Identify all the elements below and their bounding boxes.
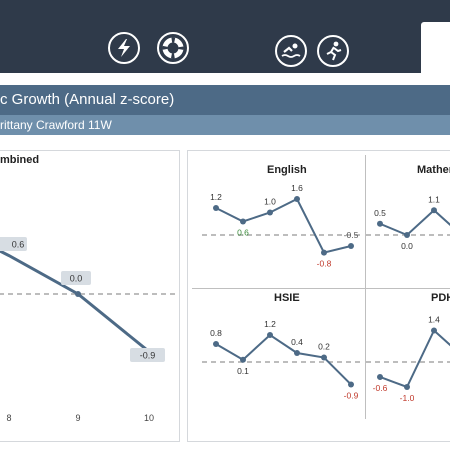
x-tick-label: 10 [144, 413, 154, 423]
combined-line-chart: 0.6 0.0 -0.9 8 9 10 [0, 237, 179, 423]
x-tick-label: 9 [75, 413, 80, 423]
top-navigation-bar [0, 0, 450, 73]
lightning-icon[interactable] [108, 32, 140, 64]
data-label: 0.6 [237, 228, 249, 238]
data-label: 1.2 [264, 319, 276, 329]
data-label: 1.1 [428, 194, 440, 204]
data-point [404, 384, 410, 390]
subject-charts-group: 1.2 0.6 1.0 1.6 -0.8 -0.5 0.5 0.0 1.1 0.8 0.1 1.2 0.… [202, 183, 450, 403]
chart-title: mbined [0, 154, 40, 166]
chart-title: HSIE [274, 292, 300, 304]
series-line [379, 208, 450, 237]
data-label: 0.0 [70, 274, 83, 284]
data-point [431, 207, 437, 214]
data-point [267, 332, 273, 338]
data-point [321, 354, 327, 361]
data-label: 0.5 [374, 208, 386, 218]
data-label: 1.4 [428, 315, 440, 325]
data-point [294, 196, 300, 202]
subject-charts-panel: English Mather HSIE PDH 1.2 0.6 1.0 1.6 -0.8… [187, 150, 450, 442]
data-label: -0.9 [140, 351, 156, 361]
data-label: 0.1 [237, 366, 249, 376]
data-label: -0.8 [317, 259, 332, 269]
series-line [215, 197, 352, 254]
data-label-box [61, 271, 91, 285]
data-label: 0.0 [401, 241, 413, 251]
data-point [348, 243, 354, 249]
data-point [240, 218, 246, 225]
data-label: -0.9 [344, 391, 359, 401]
data-point [348, 381, 354, 388]
data-label: 1.2 [210, 192, 222, 202]
data-point [377, 220, 383, 227]
running-icon[interactable] [317, 35, 349, 67]
data-label: 1.6 [291, 183, 303, 193]
data-point [240, 356, 246, 363]
data-label: 0.8 [210, 328, 222, 338]
data-label: -0.5 [344, 230, 359, 240]
data-label: 0.6 [12, 240, 25, 250]
data-point [267, 209, 273, 216]
data-point [431, 327, 437, 334]
combined-chart-panel: mbined 0.6 0.0 -0.9 8 9 10 [0, 150, 180, 442]
swimming-icon[interactable] [275, 35, 307, 67]
data-point [213, 341, 219, 347]
data-point [404, 232, 410, 238]
data-label-box [130, 348, 165, 362]
series-line [215, 333, 352, 386]
data-label: -1.0 [400, 393, 415, 403]
data-label: -0.6 [373, 383, 388, 393]
horizontal-divider [192, 288, 450, 289]
data-label: 0.4 [291, 337, 303, 347]
chart-title: English [267, 164, 307, 176]
data-point [75, 291, 81, 297]
data-label: 0.2 [318, 342, 330, 352]
data-label-box [0, 237, 27, 251]
data-point [377, 374, 383, 380]
x-tick-label: 8 [6, 413, 11, 423]
chart-title: Mather [417, 164, 450, 176]
series-line [0, 249, 150, 353]
subject-line-charts: 1.2 0.6 1.0 1.6 -0.8 -0.5 0.5 0.0 1.1 0.8 0.1 1.2 0.… [202, 183, 450, 403]
data-point [213, 205, 219, 211]
data-point [294, 350, 300, 356]
page-title: c Growth (Annual z-score) [0, 85, 450, 115]
lifebuoy-icon[interactable] [157, 32, 189, 64]
chart-title: PDH [431, 292, 450, 304]
side-tab [421, 22, 450, 73]
vertical-divider [365, 155, 366, 419]
data-point [321, 249, 327, 256]
data-label: 1.0 [264, 197, 276, 207]
series-line [379, 328, 450, 389]
student-name: rittany Crawford 11W [0, 115, 450, 135]
